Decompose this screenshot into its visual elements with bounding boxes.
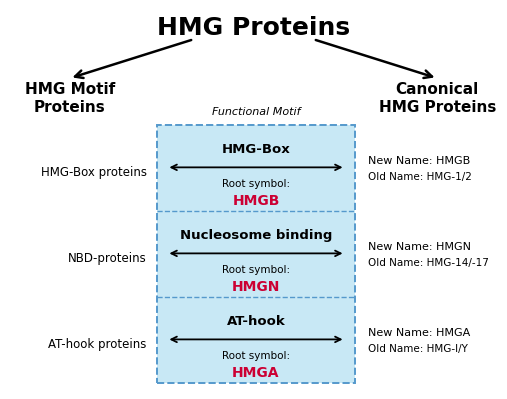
Text: Old Name: HMG-14/-17: Old Name: HMG-14/-17 <box>368 258 489 268</box>
Text: HMG Proteins: HMG Proteins <box>157 16 350 40</box>
Bar <box>157 125 355 383</box>
Text: HMG-Box proteins: HMG-Box proteins <box>41 166 147 179</box>
Text: Root symbol:: Root symbol: <box>222 351 290 361</box>
Text: Canonical
HMG Proteins: Canonical HMG Proteins <box>379 82 496 115</box>
Text: Old Name: HMG-1/2: Old Name: HMG-1/2 <box>368 172 472 182</box>
Text: New Name: HMGN: New Name: HMGN <box>368 242 471 252</box>
Text: New Name: HMGA: New Name: HMGA <box>368 328 470 338</box>
Text: AT-hook proteins: AT-hook proteins <box>48 338 147 351</box>
Text: Root symbol:: Root symbol: <box>222 179 290 189</box>
Text: HMGN: HMGN <box>232 280 280 294</box>
Text: Nucleosome binding: Nucleosome binding <box>180 229 332 242</box>
Text: NBD-proteins: NBD-proteins <box>68 252 147 265</box>
Text: HMG Motif
Proteins: HMG Motif Proteins <box>24 82 115 115</box>
Text: Root symbol:: Root symbol: <box>222 265 290 275</box>
Text: HMGA: HMGA <box>232 366 280 380</box>
Text: New Name: HMGB: New Name: HMGB <box>368 156 470 166</box>
Text: HMG-Box: HMG-Box <box>222 143 291 156</box>
Text: Functional Motif: Functional Motif <box>212 107 300 117</box>
Text: AT-hook: AT-hook <box>227 315 285 328</box>
Text: Old Name: HMG-I/Y: Old Name: HMG-I/Y <box>368 344 467 354</box>
Text: HMGB: HMGB <box>232 194 280 208</box>
